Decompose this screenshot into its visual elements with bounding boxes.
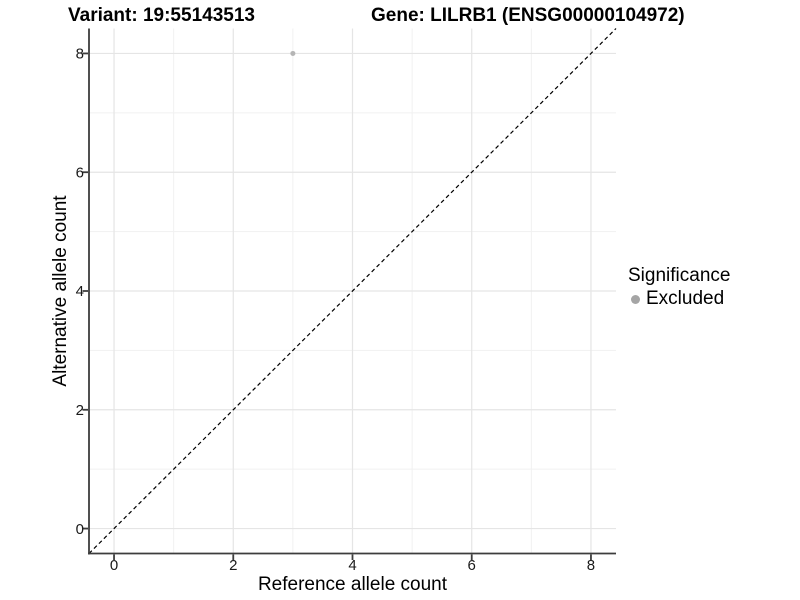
x-tick-label: 8 — [587, 557, 595, 574]
y-tick-label: 0 — [76, 521, 84, 538]
x-tick-label: 0 — [110, 557, 118, 574]
legend-entry-label: Excluded — [646, 288, 725, 309]
plot-title-variant: Variant: 19:55143513 — [68, 5, 255, 26]
x-tick-label: 2 — [229, 557, 237, 574]
plot-title-gene: Gene: LILRB1 (ENSG00000104972) — [371, 5, 685, 26]
x-tick-label: 4 — [348, 557, 356, 574]
legend-title: Significance — [628, 265, 731, 286]
x-tick-label: 6 — [468, 557, 476, 574]
legend-point-icon — [631, 294, 640, 304]
y-axis-title: Alternative allele count — [50, 195, 71, 387]
legend: Significance Excluded — [628, 265, 730, 310]
x-axis-title: Reference allele count — [257, 574, 448, 595]
data-point-excluded — [290, 50, 296, 56]
y-tick-label: 8 — [76, 46, 84, 63]
y-tick-label: 4 — [76, 283, 84, 300]
y-tick-label: 2 — [76, 402, 84, 419]
y-tick-label: 6 — [76, 164, 84, 181]
legend-entry-excluded: Excluded — [628, 288, 730, 310]
identity-reference-line — [88, 28, 617, 554]
